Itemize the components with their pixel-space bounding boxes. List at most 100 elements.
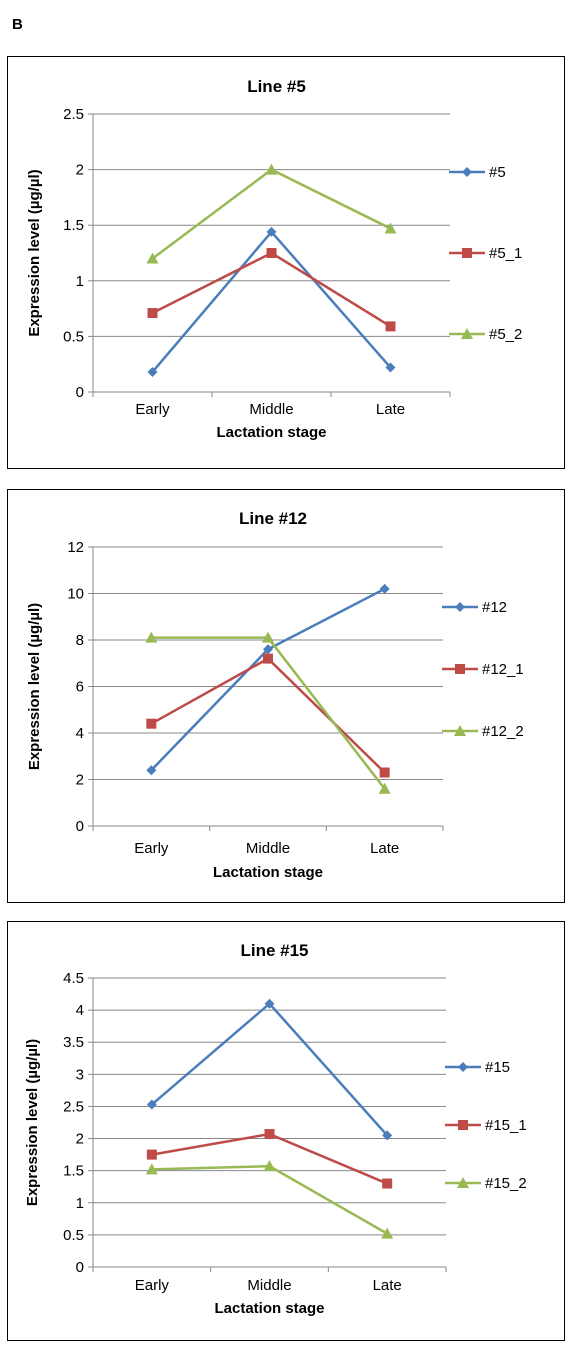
data-point xyxy=(263,644,273,655)
x-tick-label: Middle xyxy=(247,1277,291,1294)
data-point xyxy=(147,366,158,377)
series-line xyxy=(151,168,392,260)
series-2 xyxy=(147,248,396,332)
y-tick-label: 2.5 xyxy=(63,106,84,123)
chart-line-12-svg: Line #12 0 2 4 6 8 10 12 Early Middle Late Lactatio… xyxy=(26,509,524,881)
y-axis-label: Expression level (µg/µl) xyxy=(24,1039,41,1206)
x-axis-label: Lactation stage xyxy=(216,424,326,441)
series-3 xyxy=(146,163,397,264)
data-point xyxy=(145,631,158,643)
data-point xyxy=(145,1163,158,1175)
legend-entry: #15_1 xyxy=(445,1117,527,1134)
y-axis-label: Expression level (µg/µl) xyxy=(26,169,43,336)
y-axis-label: Expression level (µg/µl) xyxy=(26,603,43,770)
series-3 xyxy=(145,631,391,794)
data-point xyxy=(385,321,396,332)
x-tick-label: Middle xyxy=(246,840,290,857)
legend-label: #12_2 xyxy=(482,723,524,740)
y-tick-label: 0.5 xyxy=(63,328,84,345)
y-tick-label: 0 xyxy=(76,818,84,835)
x-axis-label: Lactation stage xyxy=(213,864,323,881)
legend-entry: #5_1 xyxy=(449,245,522,262)
legend-label: #15 xyxy=(485,1059,510,1076)
y-tick-label: 0 xyxy=(76,384,84,401)
chart-line-5-svg: Line #5 0 0.5 1 1.5 2 2.5 Early Middle Late Lactat… xyxy=(26,77,522,441)
y-tick-label: 1 xyxy=(76,1195,84,1212)
data-point xyxy=(379,583,390,594)
data-point xyxy=(263,653,273,664)
series-line xyxy=(151,251,392,328)
data-point xyxy=(265,163,278,175)
y-tick-label: 12 xyxy=(67,539,84,556)
y-tick-label: 4.5 xyxy=(63,970,84,987)
data-point xyxy=(379,767,390,778)
legend-swatch-marker xyxy=(457,1177,469,1188)
chart-line-15: Line #15 0 0.5 1 1.5 2 2.5 3 3.5 4 4.5 Early Middle L… xyxy=(7,921,565,1341)
data-point xyxy=(266,226,277,237)
data-point xyxy=(146,765,157,776)
y-tick-label: 0 xyxy=(76,1259,84,1276)
legend-label: #5_2 xyxy=(489,326,522,343)
legend-entry: #12_2 xyxy=(442,723,524,740)
chart-line-15-svg: Line #15 0 0.5 1 1.5 2 2.5 3 3.5 4 4.5 Early Middle L… xyxy=(24,941,527,1317)
series-line xyxy=(150,657,386,774)
series-1 xyxy=(147,226,396,377)
y-tick-label: 6 xyxy=(76,679,84,696)
y-tick-label: 4 xyxy=(76,1002,84,1019)
data-point xyxy=(378,782,391,794)
legend-label: #5_1 xyxy=(489,245,522,262)
legend-swatch-marker xyxy=(455,602,465,612)
series-2 xyxy=(146,653,390,778)
legend-swatch-marker xyxy=(462,167,472,177)
y-tick-label: 2.5 xyxy=(63,1098,84,1115)
legend-swatch-marker xyxy=(461,328,473,339)
y-tick-label: 2 xyxy=(76,1131,84,1148)
legend-label: #12 xyxy=(482,599,507,616)
legend-entry: #12_1 xyxy=(442,661,524,678)
data-point xyxy=(146,252,159,264)
legend-swatch-marker xyxy=(458,1120,468,1130)
series-3 xyxy=(145,1160,394,1239)
data-point xyxy=(384,222,397,234)
y-tick-label: 3 xyxy=(76,1066,84,1083)
data-point xyxy=(263,1160,276,1172)
data-point xyxy=(146,718,157,729)
x-tick-label: Middle xyxy=(249,401,293,418)
y-tick-label: 1.5 xyxy=(63,217,84,234)
series-line xyxy=(151,1132,388,1185)
x-tick-label: Early xyxy=(135,1277,170,1294)
data-point xyxy=(385,362,396,373)
legend-label: #15_2 xyxy=(485,1175,527,1192)
y-tick-label: 1 xyxy=(76,273,84,290)
data-point xyxy=(262,631,274,643)
legend-entry: #15 xyxy=(445,1059,510,1076)
data-point xyxy=(381,1227,394,1239)
y-tick-label: 0.5 xyxy=(63,1227,84,1244)
data-point xyxy=(147,308,158,319)
chart-line-5: Line #5 0 0.5 1 1.5 2 2.5 Early Middle Late Lactat… xyxy=(7,56,565,469)
legend-entry: #12 xyxy=(442,599,507,616)
x-tick-label: Late xyxy=(376,401,405,418)
y-tick-label: 4 xyxy=(76,725,84,742)
chart-line-12: Line #12 0 2 4 6 8 10 12 Early Middle Late Lactatio… xyxy=(7,489,565,903)
y-tick-label: 1.5 xyxy=(63,1163,84,1180)
legend-swatch-marker xyxy=(455,664,465,674)
y-tick-label: 2 xyxy=(76,162,84,179)
data-point xyxy=(266,248,277,258)
figure-panel-label: B xyxy=(12,16,23,33)
legend-entry: #5 xyxy=(449,164,506,181)
data-point xyxy=(264,1129,275,1140)
series-1 xyxy=(146,998,393,1141)
data-point xyxy=(382,1178,393,1189)
legend-swatch-marker xyxy=(454,725,466,736)
chart-title: Line #5 xyxy=(247,77,306,96)
legend-label: #12_1 xyxy=(482,661,524,678)
x-axis-label: Lactation stage xyxy=(214,1300,324,1317)
legend-swatch-marker xyxy=(458,1062,468,1072)
chart-title: Line #12 xyxy=(239,509,307,528)
series-line xyxy=(151,1164,388,1235)
data-point xyxy=(264,998,275,1009)
series-line xyxy=(151,1001,389,1137)
x-tick-label: Late xyxy=(370,840,399,857)
legend-entry: #5_2 xyxy=(449,326,522,343)
